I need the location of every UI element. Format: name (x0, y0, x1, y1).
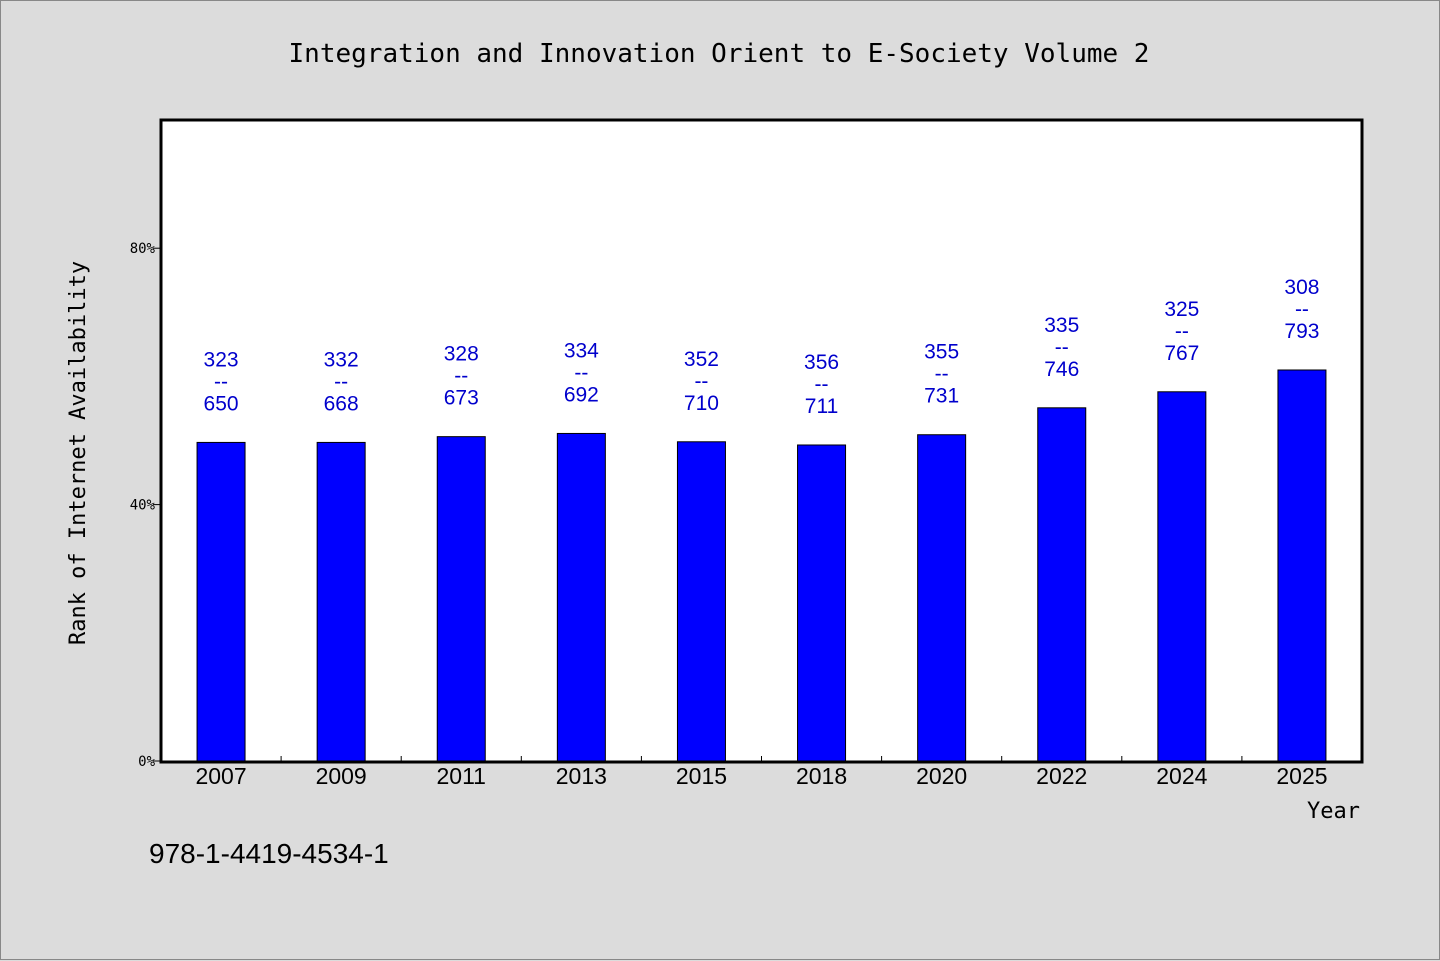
data-label-sep: -- (1055, 336, 1069, 359)
x-tick-label: 2007 (195, 763, 246, 789)
data-label-bottom: 650 (204, 392, 239, 415)
bar (1037, 407, 1087, 762)
x-axis-title: Year (1307, 799, 1360, 824)
data-label-sep: -- (1175, 320, 1189, 343)
data-label-bottom: 731 (924, 385, 959, 408)
data-label-sep: -- (815, 373, 829, 396)
data-label-top: 332 (324, 348, 359, 371)
data-label-top: 328 (444, 343, 479, 366)
y-axis-title: Rank of Internet Availability (66, 261, 91, 645)
y-axis: 0% 40% 80% (130, 241, 161, 770)
y-tick-label: 0% (138, 754, 155, 770)
x-axis: 2007 2009 2011 2013 2015 2018 2020 2022 2024 2025 (195, 756, 1328, 789)
x-tick-label: 2024 (1156, 763, 1207, 789)
bar (436, 436, 486, 762)
data-label-bottom: 668 (324, 392, 359, 415)
data-label-top: 356 (804, 351, 839, 374)
chart-title: Integration and Innovation Orient to E-S… (289, 39, 1150, 69)
data-label-sep: -- (935, 363, 949, 386)
data-label-bottom: 711 (805, 395, 838, 418)
x-tick-label: 2025 (1276, 763, 1327, 789)
data-label-bottom: 673 (444, 387, 479, 410)
data-label-sep: -- (214, 370, 228, 393)
bar (917, 434, 967, 762)
data-label-bottom: 793 (1284, 320, 1319, 343)
bar (1157, 391, 1207, 762)
bar (797, 444, 847, 762)
x-tick-label: 2018 (796, 763, 847, 789)
data-label-top: 308 (1284, 276, 1319, 299)
data-label-top: 323 (204, 348, 239, 371)
x-tick-label: 2009 (316, 763, 367, 789)
data-labels-layer: 323--650332--668328--673334--692352--710… (204, 276, 1320, 418)
bar (676, 441, 726, 762)
data-label-sep: -- (694, 370, 708, 393)
data-label-bottom: 710 (684, 392, 719, 415)
data-label-top: 355 (924, 341, 959, 364)
bar (556, 432, 606, 762)
data-label-sep: -- (574, 361, 588, 384)
data-label-sep: -- (334, 370, 348, 393)
bar (1277, 369, 1327, 762)
data-label-bottom: 746 (1044, 358, 1079, 381)
isbn-label: 978-1-4419-4534-1 (149, 838, 389, 869)
data-label-top: 352 (684, 348, 719, 371)
bar (196, 441, 246, 762)
data-label-bottom: 692 (564, 383, 599, 406)
data-label-sep: -- (1295, 298, 1309, 321)
bar (316, 441, 366, 762)
x-tick-label: 2022 (1036, 763, 1087, 789)
data-label-top: 325 (1164, 298, 1199, 321)
data-label-bottom: 767 (1164, 342, 1199, 365)
x-tick-label: 2020 (916, 763, 967, 789)
y-tick-label: 40% (130, 498, 156, 514)
y-tick-label: 80% (130, 241, 156, 257)
data-label-sep: -- (454, 365, 468, 388)
x-tick-label: 2011 (437, 763, 486, 789)
data-label-top: 334 (564, 339, 599, 362)
x-tick-label: 2015 (676, 763, 727, 789)
data-label-top: 335 (1044, 314, 1079, 337)
x-tick-label: 2013 (556, 763, 607, 789)
bars-layer (196, 369, 1327, 762)
